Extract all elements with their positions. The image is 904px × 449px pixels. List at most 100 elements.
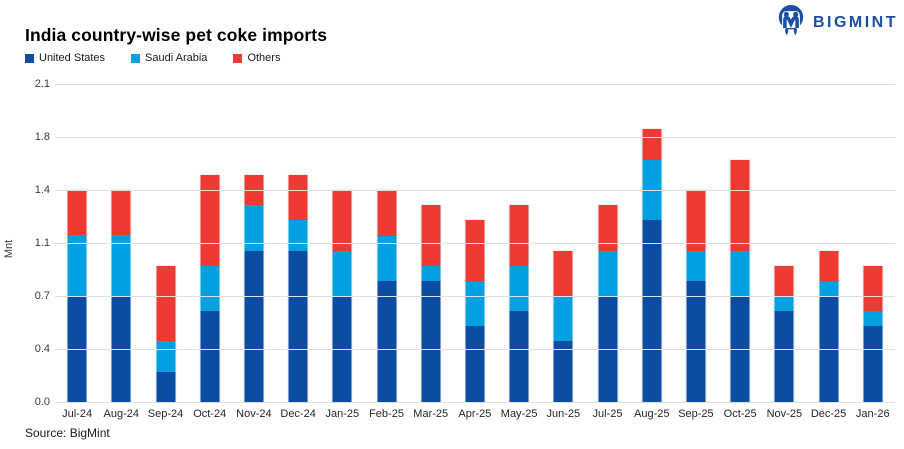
bigmint-logo-text: BIGMINT bbox=[812, 13, 898, 31]
y-axis-tick-label: 0.4 bbox=[34, 343, 50, 355]
bar-segment-others bbox=[377, 190, 397, 236]
gridline bbox=[55, 349, 895, 350]
bar-segment-others bbox=[67, 190, 87, 236]
source-note: Source: BigMint bbox=[25, 426, 110, 440]
bar-segment-united-states bbox=[509, 311, 529, 402]
bar-group-jan-26: Jan-26 bbox=[851, 84, 895, 420]
bar-segment-saudi-arabia bbox=[553, 296, 573, 342]
chart-title: India country-wise pet coke imports bbox=[25, 25, 328, 45]
bar-segment-others bbox=[863, 265, 883, 312]
bar-segment-saudi-arabia bbox=[156, 341, 175, 372]
bar-group-sep-24: Sep-24 bbox=[143, 84, 187, 420]
bar-segment-united-states bbox=[421, 280, 441, 402]
x-axis-tick-label: Aug-25 bbox=[633, 408, 670, 420]
bar-segment-united-states bbox=[686, 280, 706, 402]
bar-segment-saudi-arabia bbox=[244, 205, 264, 251]
bar-group-oct-25: Oct-25 bbox=[718, 84, 762, 420]
bar-segment-others bbox=[332, 190, 352, 251]
legend-label: Others bbox=[247, 52, 281, 64]
x-axis-tick-label: Nov-25 bbox=[766, 408, 803, 420]
stacked-bar bbox=[509, 205, 529, 402]
x-axis-tick-label: Dec-25 bbox=[810, 408, 847, 420]
bar-segment-saudi-arabia bbox=[774, 296, 794, 312]
stacked-bar bbox=[288, 174, 308, 402]
legend-swatch bbox=[131, 53, 141, 63]
bar-group-sep-25: Sep-25 bbox=[674, 84, 718, 420]
bar-segment-united-states bbox=[774, 311, 794, 402]
bar-segment-others bbox=[774, 265, 794, 297]
legend-label: United States bbox=[39, 52, 106, 64]
bar-group-mar-25: Mar-25 bbox=[409, 84, 453, 420]
x-axis-tick-label: Sep-24 bbox=[147, 408, 184, 420]
bar-segment-saudi-arabia bbox=[509, 265, 529, 312]
stacked-bar bbox=[774, 265, 794, 402]
bar-segment-others bbox=[730, 159, 750, 251]
bar-segment-united-states bbox=[377, 280, 397, 402]
bar-segment-saudi-arabia bbox=[819, 280, 839, 296]
bar-segment-others bbox=[465, 220, 485, 281]
legend-swatch bbox=[233, 53, 243, 63]
bar-group-nov-25: Nov-25 bbox=[762, 84, 806, 420]
gridline bbox=[55, 137, 895, 138]
bars-area: Jul-24 Aug-24 Sep-24 Oct-24 Nov-24 Dec-24 Jan-… bbox=[55, 84, 895, 420]
legend-item-saudi-arabia: Saudi Arabia bbox=[131, 52, 207, 64]
stacked-bar bbox=[377, 190, 397, 402]
stacked-bar bbox=[553, 250, 573, 402]
x-axis-tick-label: Aug-24 bbox=[103, 408, 140, 420]
bar-segment-united-states bbox=[553, 341, 573, 402]
bar-segment-united-states bbox=[863, 326, 883, 402]
stacked-bar bbox=[598, 205, 618, 402]
stacked-bar bbox=[863, 265, 883, 402]
bar-segment-saudi-arabia bbox=[332, 250, 352, 296]
x-axis-tick-label: Mar-25 bbox=[413, 408, 449, 420]
bar-segment-saudi-arabia bbox=[863, 311, 883, 327]
y-axis-tick-label: 2.1 bbox=[34, 78, 50, 90]
bar-group-nov-24: Nov-24 bbox=[232, 84, 276, 420]
x-axis-tick-label: Oct-24 bbox=[193, 408, 227, 420]
bar-segment-others bbox=[642, 129, 662, 160]
bar-segment-others bbox=[421, 205, 441, 266]
stacked-bar bbox=[465, 220, 485, 402]
bar-segment-saudi-arabia bbox=[465, 280, 485, 327]
bar-group-jun-25: Jun-25 bbox=[541, 84, 585, 420]
stacked-bar bbox=[686, 190, 706, 402]
bar-segment-saudi-arabia bbox=[67, 235, 87, 296]
y-axis-tick-label: 1.1 bbox=[34, 237, 50, 249]
gridline bbox=[55, 190, 895, 191]
bar-group-feb-25: Feb-25 bbox=[364, 84, 408, 420]
bar-segment-others bbox=[598, 205, 618, 251]
stacked-bar bbox=[156, 265, 175, 402]
y-axis-tick-label: 1.8 bbox=[34, 131, 50, 143]
bigmint-logo-icon bbox=[776, 4, 806, 41]
y-axis-tick-label: 0.0 bbox=[34, 396, 50, 408]
bar-segment-others bbox=[200, 174, 220, 266]
bar-segment-saudi-arabia bbox=[200, 265, 220, 312]
x-axis-tick-label: Oct-25 bbox=[723, 408, 757, 420]
bar-group-may-25: May-25 bbox=[497, 84, 541, 420]
gridline bbox=[55, 402, 895, 403]
bar-segment-united-states bbox=[244, 250, 264, 402]
chart-legend: United States Saudi Arabia Others bbox=[25, 52, 280, 64]
bar-segment-others bbox=[288, 174, 308, 221]
x-axis-tick-label: Jan-26 bbox=[855, 408, 890, 420]
stacked-bar bbox=[642, 129, 662, 402]
gridline bbox=[55, 243, 895, 244]
x-axis-tick-label: May-25 bbox=[500, 408, 538, 420]
bar-segment-saudi-arabia bbox=[111, 235, 131, 296]
bar-segment-others bbox=[156, 265, 175, 342]
legend-item-united-states: United States bbox=[25, 52, 105, 64]
bar-segment-saudi-arabia bbox=[288, 220, 308, 251]
legend-swatch bbox=[25, 53, 34, 63]
bar-segment-others bbox=[553, 250, 573, 297]
stacked-bar bbox=[332, 190, 352, 402]
stacked-bar bbox=[244, 174, 264, 402]
bar-segment-united-states bbox=[642, 220, 662, 402]
y-axis-tick-label: 0.7 bbox=[34, 290, 50, 302]
gridline bbox=[55, 296, 895, 297]
bar-segment-united-states bbox=[465, 326, 485, 402]
bar-segment-saudi-arabia bbox=[686, 250, 706, 281]
x-axis-tick-label: Feb-25 bbox=[369, 408, 404, 420]
legend-item-others: Others bbox=[233, 52, 280, 64]
x-axis-tick-label: Dec-24 bbox=[280, 408, 316, 420]
